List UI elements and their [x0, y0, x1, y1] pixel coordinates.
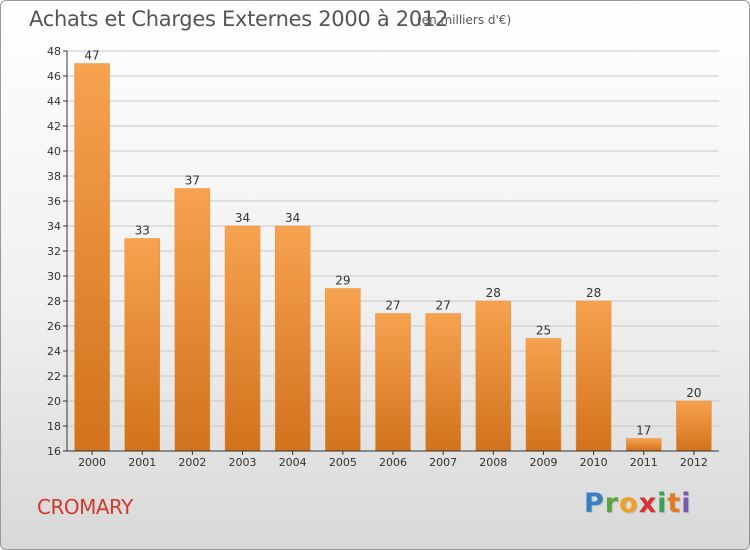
bar: [676, 400, 712, 452]
x-tick-label: 2001: [128, 456, 156, 469]
data-label: 27: [436, 299, 451, 313]
y-tick-label: 18: [47, 420, 61, 433]
chart-unit: (en milliers d'€): [417, 13, 512, 27]
x-tick-label: 2008: [479, 456, 507, 469]
data-label: 27: [385, 299, 400, 313]
logo-letter: o: [619, 488, 639, 519]
bar: [475, 300, 512, 452]
bars: [74, 63, 712, 452]
y-tick-label: 48: [47, 45, 61, 58]
data-label: 25: [536, 324, 551, 338]
logo-letter: x: [638, 488, 658, 519]
logo-letter: i: [657, 488, 668, 519]
bar: [425, 313, 461, 452]
data-label: 47: [84, 49, 99, 63]
y-tick-label: 30: [47, 270, 61, 283]
x-tick-label: 2007: [429, 456, 457, 469]
bar: [174, 188, 211, 452]
data-label: 34: [235, 211, 250, 225]
y-tick-label: 42: [47, 120, 61, 133]
bar: [525, 338, 562, 452]
bar: [124, 238, 160, 452]
bar: [626, 438, 662, 452]
y-tick-label: 36: [47, 195, 61, 208]
x-tick-label: 2012: [680, 456, 708, 469]
data-label: 28: [586, 286, 601, 300]
data-label: 29: [335, 274, 350, 288]
logo-letter: i: [681, 488, 692, 519]
y-tick-label: 38: [47, 170, 61, 183]
data-label: 34: [285, 211, 300, 225]
logo-letter: r: [604, 488, 620, 519]
y-tick-label: 16: [47, 445, 61, 458]
chart-title: Achats et Charges Externes 2000 à 2012: [29, 7, 449, 31]
x-tick-label: 2003: [229, 456, 257, 469]
x-tick-label: 2000: [78, 456, 106, 469]
data-label: 37: [185, 174, 200, 188]
x-axis-ticks: 2000 2001 2002 2003 2004 2005 2006 2007 2008 2009…: [78, 451, 708, 469]
bar: [224, 225, 261, 452]
bar: [325, 288, 361, 452]
y-tick-label: 24: [47, 345, 61, 358]
bar: [74, 63, 110, 452]
proxiti-logo: Proxiti: [584, 488, 692, 519]
data-label: 17: [636, 424, 651, 438]
logo-letter: P: [584, 488, 605, 519]
y-tick-label: 40: [47, 145, 61, 158]
y-tick-label: 34: [47, 220, 61, 233]
y-tick-label: 20: [47, 395, 61, 408]
data-label: 33: [135, 224, 150, 238]
data-label: 28: [486, 286, 501, 300]
y-tick-label: 46: [47, 70, 61, 83]
x-tick-label: 2011: [630, 456, 658, 469]
data-labels: 47 33 37 34 34 29 27 27 28 25 28 17 20: [84, 49, 701, 438]
y-tick-label: 44: [47, 95, 61, 108]
commune-name: CROMARY: [37, 495, 133, 519]
bar: [274, 225, 311, 452]
y-tick-label: 28: [47, 295, 61, 308]
bar: [375, 313, 411, 452]
x-tick-label: 2002: [178, 456, 206, 469]
x-tick-label: 2004: [279, 456, 307, 469]
y-tick-label: 22: [47, 370, 61, 383]
data-label: 20: [686, 386, 701, 400]
y-axis-ticks: 16 18 20 22 24 26 28 30 32 34 36 38 40 42 44 46 48: [47, 45, 67, 458]
x-tick-label: 2010: [580, 456, 608, 469]
y-tick-label: 26: [47, 320, 61, 333]
y-tick-label: 32: [47, 245, 61, 258]
x-tick-label: 2006: [379, 456, 407, 469]
bar: [575, 300, 612, 452]
logo-letter: t: [667, 488, 682, 519]
x-tick-label: 2005: [329, 456, 357, 469]
x-tick-label: 2009: [529, 456, 557, 469]
